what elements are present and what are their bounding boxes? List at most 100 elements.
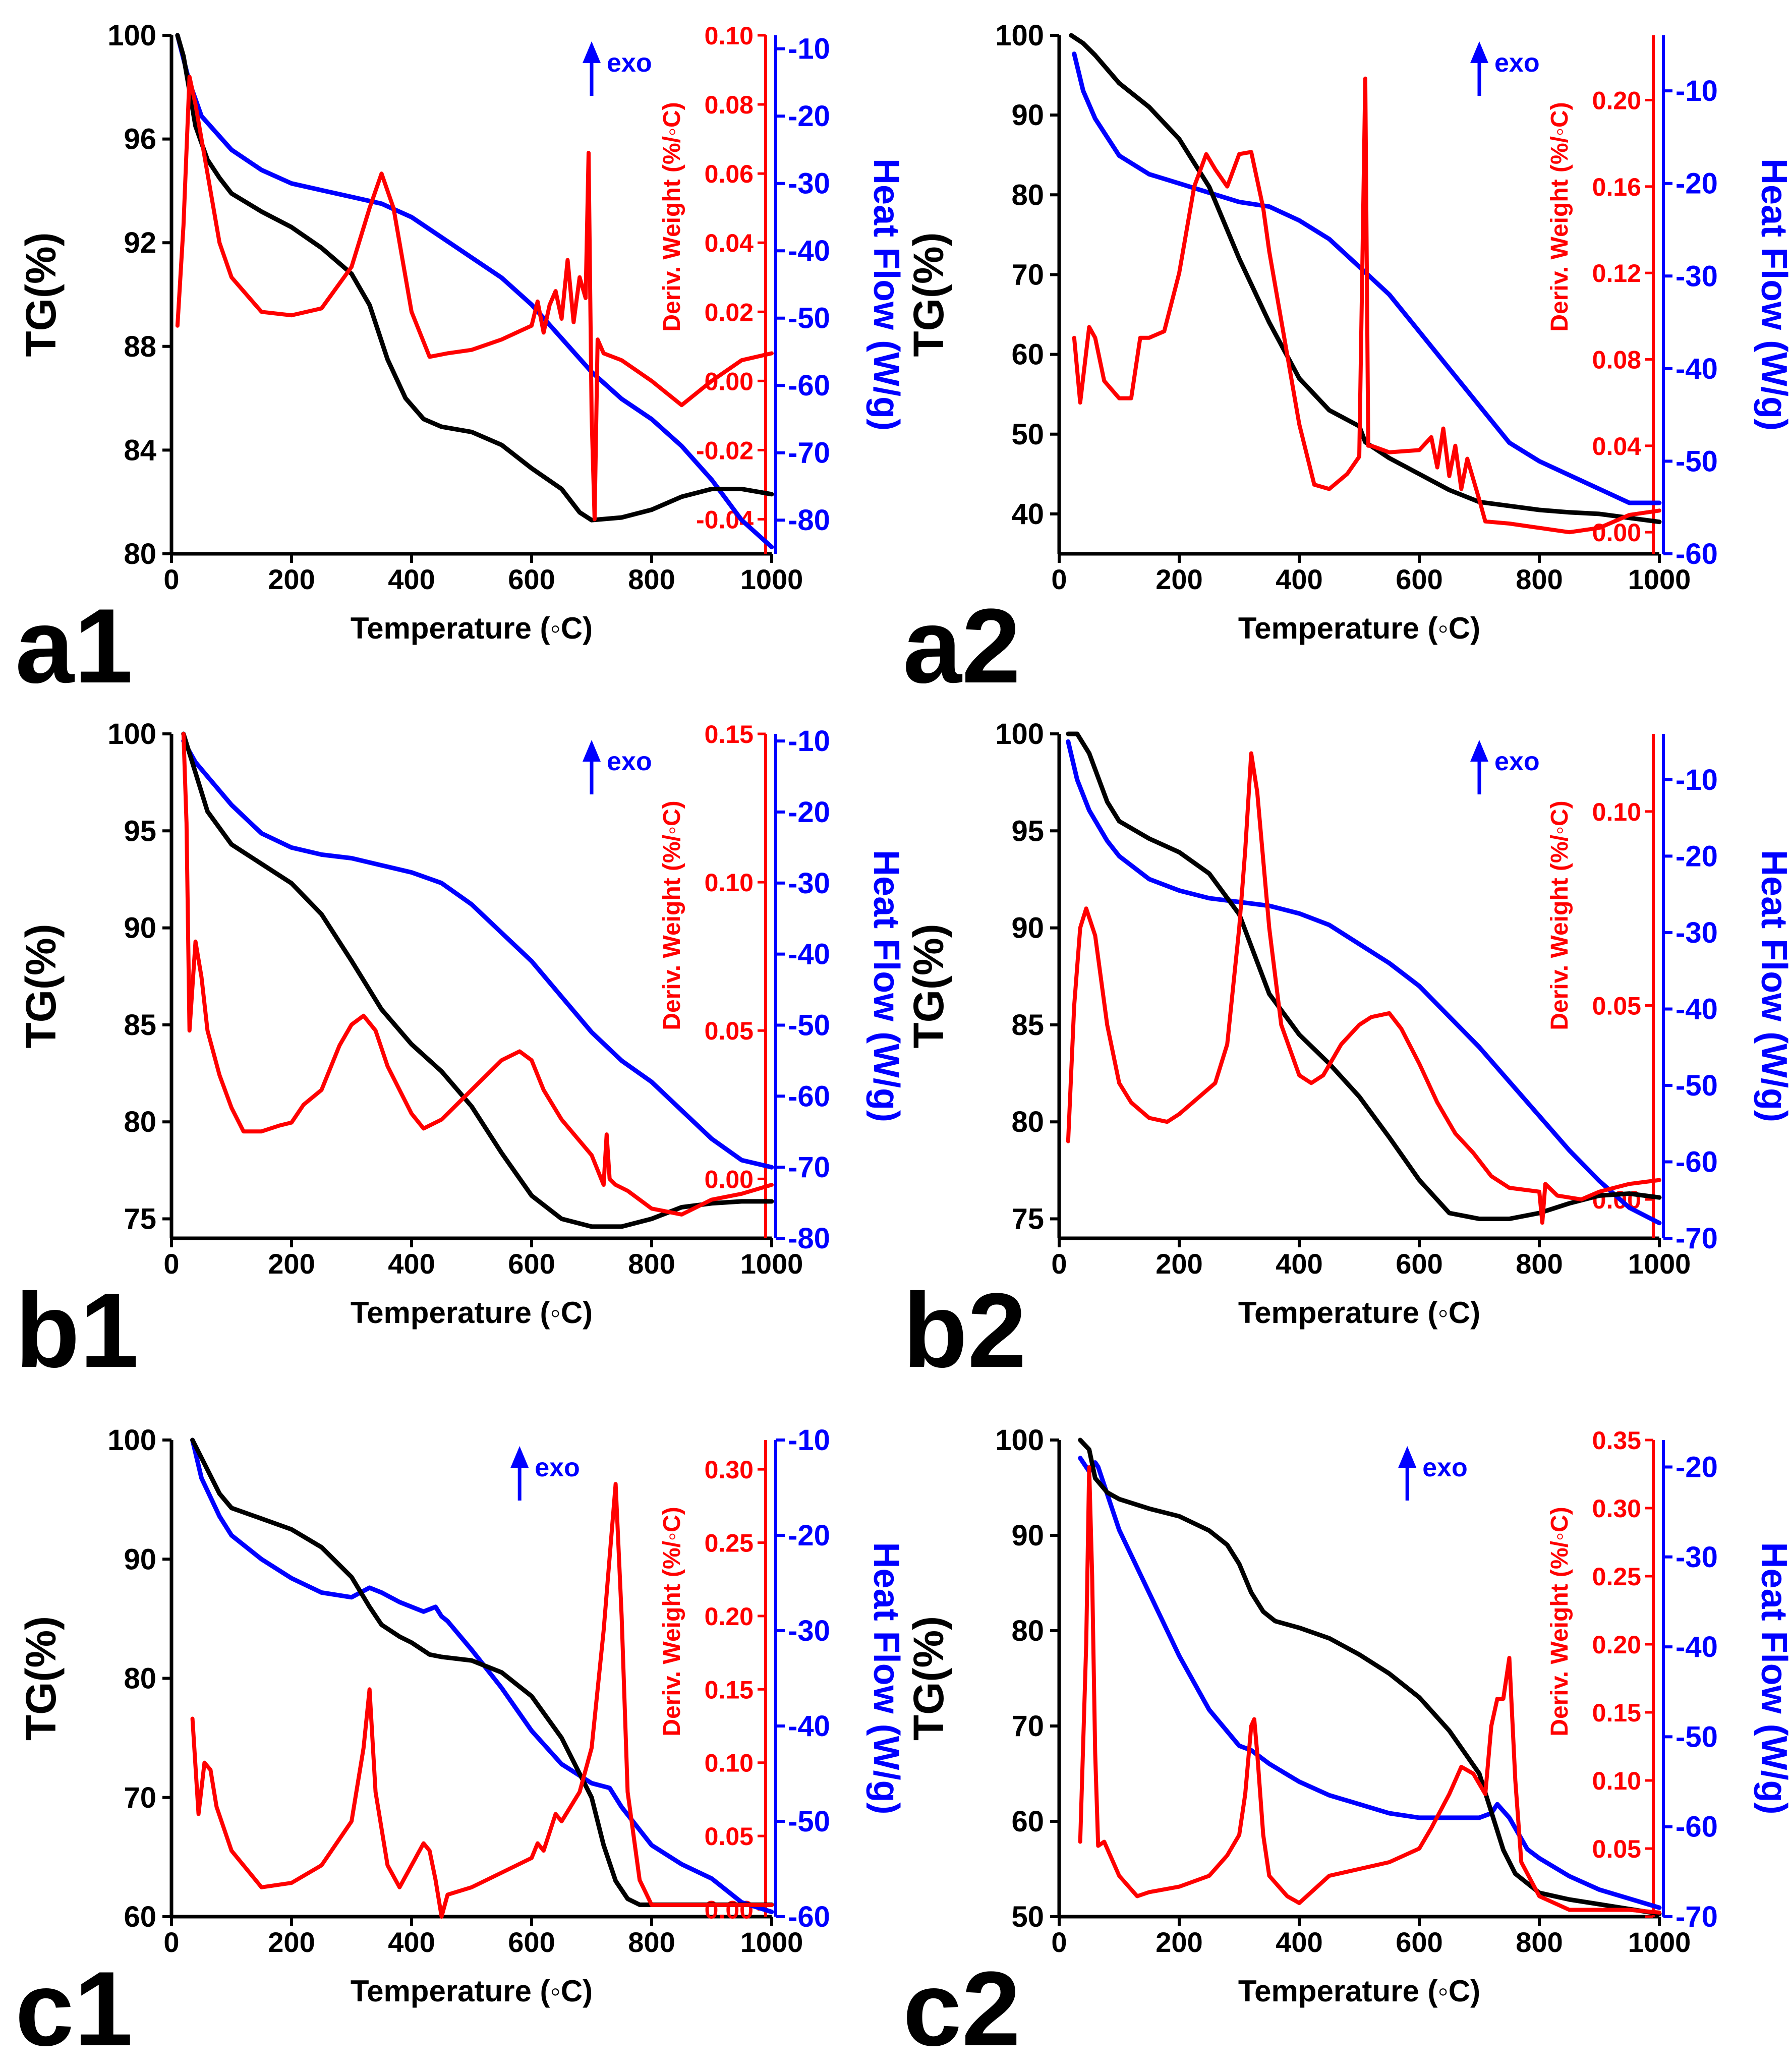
panel-label: c2 [903,1949,1021,2068]
x-tick-label: 0 [1051,1926,1067,1958]
heat-tick-label: -30 [1676,260,1718,293]
tg-tick-label: 96 [124,123,156,156]
x-tick-label: 400 [1276,1248,1322,1280]
heat-axis-title: Heat Flow (W/g) [866,1542,906,1815]
deriv-tick-label: 0.06 [705,160,754,188]
heat-tick-label: -80 [788,504,830,537]
x-tick-label: 400 [1276,563,1322,595]
exo-arrow-icon [1470,41,1488,63]
x-tick-label: 600 [508,1926,555,1958]
x-axis-title: Temperature (◦C) [1238,1296,1480,1330]
heat-tick-label: -40 [788,1710,830,1743]
panel-c2: 0 200 400 600 800 1000 Temperature (◦C) 50 60 70 8… [903,1424,1791,2068]
deriv-tick-label: 0.25 [1592,1563,1641,1591]
deriv-tick-label: 0.25 [705,1529,754,1558]
x-tick-label: 600 [1396,1926,1442,1958]
tg-tick-label: 70 [1011,1710,1044,1743]
x-tick-label: 200 [268,1248,315,1280]
tg-tick-label: 70 [1011,258,1044,291]
exo-label: exo [535,1453,580,1482]
heat-flow-line [190,1437,774,1915]
heat-axis-title: Heat Flow (W/g) [1754,158,1791,431]
heat-tick-label: -10 [1676,75,1718,107]
heat-tick-label: -50 [788,1805,830,1838]
x-axis-title: Temperature (◦C) [1238,1974,1480,2008]
tg-tick-label: 80 [1011,179,1044,211]
deriv-tick-label: 0.10 [1592,1767,1641,1795]
heat-tick-label: -50 [1676,1720,1718,1753]
heat-tick-label: -20 [788,100,830,133]
tg-tick-label: 50 [1011,418,1044,451]
deriv-tick-label: 0.08 [1592,346,1641,374]
tg-tick-label: 90 [124,912,156,945]
deriv-weight-line [1078,1465,1661,1915]
heat-flow-line [1066,739,1662,1226]
deriv-tick-label: 0.05 [705,1017,754,1045]
deriv-tick-label: 0.05 [1592,1835,1641,1863]
x-tick-label: 1000 [740,1248,803,1280]
deriv-tick-label: 0.10 [705,1749,754,1777]
heat-tick-label: -40 [788,938,830,971]
tg-tick-label: 60 [124,1901,156,1933]
x-tick-label: 0 [1051,563,1067,595]
heat-tick-label: -60 [788,1901,830,1933]
deriv-axis-title: Deriv. Weight (%/◦C) [1546,800,1573,1030]
tg-tick-label: 90 [1011,912,1044,945]
heat-tick-label: -80 [788,1222,830,1255]
heat-tick-label: -20 [1676,840,1718,873]
deriv-tick-label: -0.04 [696,505,754,534]
heat-tick-label: -30 [788,167,830,200]
x-tick-label: 0 [163,563,179,595]
heat-tick-label: -60 [1676,538,1718,570]
deriv-axis-title: Deriv. Weight (%/◦C) [659,800,685,1030]
heat-tick-label: -40 [1676,353,1718,385]
exo-arrow-icon [583,41,601,63]
x-tick-label: 800 [628,1248,675,1280]
deriv-tick-label: 0.20 [1592,1631,1641,1659]
deriv-weight-line [1072,76,1661,535]
deriv-axis-title: Deriv. Weight (%/◦C) [1546,1507,1573,1736]
deriv-tick-label: 0.30 [705,1456,754,1484]
heat-tick-label: -10 [788,1424,830,1457]
deriv-tick-label: 0.10 [1592,798,1641,826]
heat-tick-label: -60 [1676,1145,1718,1178]
x-tick-label: 0 [163,1248,179,1280]
tg-tick-label: 60 [1011,1805,1044,1838]
panel-label: b2 [903,1271,1026,1390]
deriv-tick-label: 0.15 [1592,1699,1641,1727]
heat-flow-line [1072,51,1662,505]
x-tick-label: 600 [1396,1248,1442,1280]
deriv-tick-label: 0.20 [705,1602,754,1631]
tg-tick-label: 100 [995,1424,1044,1457]
deriv-tick-label: 0.15 [705,720,754,749]
deriv-axis-title: Deriv. Weight (%/◦C) [1546,102,1573,331]
heat-tick-label: -60 [788,1080,830,1113]
tg-tick-label: 85 [124,1009,156,1042]
tg-tick-label: 95 [124,815,156,847]
tg-tick-label: 100 [107,1424,156,1457]
heat-tick-label: -70 [1676,1901,1718,1933]
exo-label: exo [1422,1453,1468,1482]
x-tick-label: 600 [508,1248,555,1280]
heat-tick-label: -30 [788,1615,830,1647]
exo-label: exo [607,48,652,78]
deriv-weight-line [181,732,774,1217]
heat-tick-label: -50 [788,1009,830,1042]
heat-flow-line [175,33,774,550]
tg-tick-label: 40 [1011,498,1044,531]
exo-label: exo [1494,48,1540,78]
tg-tick-label: 90 [1011,1519,1044,1552]
tg-tick-label: 50 [1011,1901,1044,1933]
deriv-tick-label: 0.12 [1592,259,1641,287]
x-axis-title: Temperature (◦C) [351,1974,593,2008]
heat-tick-label: -20 [1676,167,1718,200]
exo-arrow-icon [1398,1446,1417,1468]
tg-line [175,33,774,523]
deriv-weight-line [190,1482,774,1919]
deriv-tick-label: 0.00 [705,1895,754,1924]
panel-label: a1 [15,587,133,705]
deriv-tick-label: 0.04 [705,229,754,257]
x-tick-label: 1000 [740,563,803,595]
tg-line [190,1437,774,1907]
deriv-weight-line [1066,751,1661,1225]
